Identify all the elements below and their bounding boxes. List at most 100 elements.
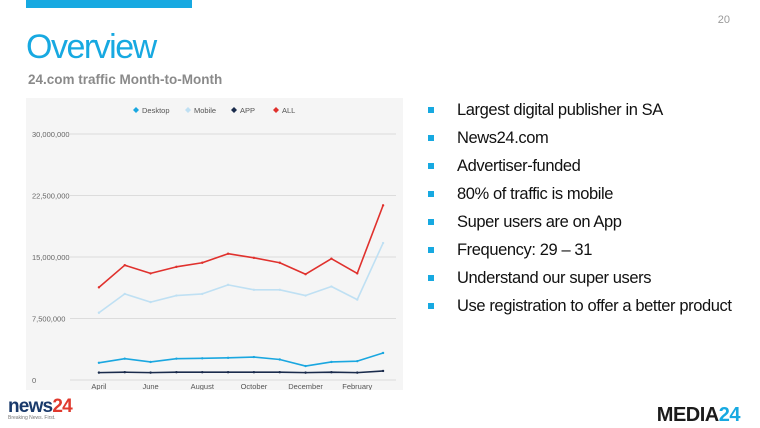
- bullet-square-icon: [428, 191, 434, 197]
- data-point: [381, 369, 385, 373]
- data-point: [278, 371, 281, 374]
- series-line-app: [98, 370, 384, 374]
- bullet-square-icon: [428, 163, 434, 169]
- bullet-item: 80% of traffic is mobile: [426, 180, 732, 208]
- data-point: [330, 371, 333, 374]
- traffic-chart: 0 7,500,000 15,000,000 22,500,000 30,000,000…: [26, 98, 403, 390]
- series-line-mobile: [98, 242, 384, 314]
- news24-tagline: Breaking News. First.: [8, 415, 56, 421]
- y-tick-label: 22,500,000: [32, 192, 70, 201]
- data-point: [123, 371, 126, 374]
- slide-title: Overview: [26, 28, 157, 66]
- bullet-item: Understand our super users: [426, 264, 732, 292]
- bullet-text: Use registration to offer a better produ…: [457, 297, 732, 315]
- top-accent-bar: [26, 0, 192, 8]
- data-point: [356, 298, 359, 301]
- x-tick-label: April: [91, 382, 106, 390]
- data-point: [381, 241, 385, 245]
- x-tick-label: June: [142, 382, 158, 390]
- data-point: [201, 371, 204, 374]
- data-point: [278, 288, 281, 291]
- media24-logo: MEDIA24: [656, 404, 741, 427]
- bullet-item: Advertiser-funded: [426, 152, 732, 180]
- news24-logo: news24 Breaking News. First.: [8, 396, 73, 421]
- x-tick-label: August: [191, 382, 215, 390]
- legend-label: APP: [240, 106, 255, 115]
- data-point: [330, 360, 333, 364]
- news24-logo-word: news24: [8, 396, 73, 417]
- data-point: [123, 264, 126, 267]
- x-tick-label: October: [241, 382, 268, 390]
- y-tick-label: 30,000,000: [32, 130, 70, 139]
- data-point: [123, 357, 126, 360]
- bullet-text: Understand our super users: [457, 269, 652, 287]
- data-point: [356, 371, 359, 374]
- bullet-square-icon: [428, 303, 434, 309]
- data-point: [381, 351, 385, 355]
- data-point: [226, 371, 230, 374]
- news24-logo-number: 24: [52, 396, 72, 417]
- x-tick-label: December: [288, 382, 323, 390]
- y-tick-label: 7,500,000: [32, 315, 65, 324]
- news24-logo-text: news: [8, 396, 53, 417]
- data-point: [304, 364, 307, 368]
- data-point: [201, 357, 204, 360]
- legend-marker: [185, 107, 191, 113]
- data-point: [149, 300, 152, 304]
- bullet-text: Frequency: 29 – 31: [457, 241, 592, 259]
- bullet-item: News24.com: [426, 124, 732, 152]
- data-point: [97, 361, 101, 364]
- data-point: [252, 256, 256, 260]
- media24-logo-number: 24: [718, 404, 741, 426]
- data-point: [252, 288, 256, 291]
- bullet-item: Largest digital publisher in SA: [426, 96, 732, 124]
- x-tick-label: February: [342, 382, 372, 390]
- data-point: [252, 371, 256, 374]
- media24-logo-text: MEDIA: [656, 404, 719, 426]
- data-point: [201, 292, 204, 296]
- y-tick-label: 0: [32, 376, 36, 385]
- y-tick-label: 15,000,000: [32, 253, 70, 262]
- data-point: [226, 252, 230, 255]
- data-point: [226, 356, 230, 360]
- page-number: 20: [717, 14, 730, 26]
- data-point: [226, 283, 230, 287]
- data-point: [278, 358, 281, 361]
- bullet-item: Use registration to offer a better produ…: [426, 292, 732, 320]
- bullet-list: Largest digital publisher in SA News24.co…: [426, 96, 732, 320]
- bullet-text: 80% of traffic is mobile: [457, 185, 614, 203]
- legend-label: ALL: [282, 106, 295, 115]
- bullet-text: Super users are on App: [457, 213, 622, 231]
- bullet-item: Frequency: 29 – 31: [426, 236, 732, 264]
- bullet-square-icon: [428, 275, 434, 281]
- data-point: [304, 273, 307, 276]
- bullet-text: Largest digital publisher in SA: [457, 101, 663, 119]
- data-point: [330, 285, 333, 288]
- bullet-square-icon: [428, 135, 434, 141]
- data-point: [175, 265, 178, 269]
- data-point: [330, 257, 333, 260]
- bullet-item: Super users are on App: [426, 208, 732, 236]
- data-point: [175, 357, 178, 360]
- data-point: [304, 294, 307, 297]
- series-line-desktop: [98, 352, 384, 367]
- data-point: [278, 261, 281, 264]
- data-point: [175, 371, 178, 374]
- traffic-chart-svg: 0 7,500,000 15,000,000 22,500,000 30,000,000…: [32, 106, 396, 390]
- bullet-square-icon: [428, 247, 434, 253]
- data-point: [175, 294, 178, 297]
- data-point: [381, 204, 385, 207]
- data-point: [149, 360, 152, 364]
- data-point: [149, 371, 152, 374]
- data-point: [252, 355, 256, 359]
- data-point: [356, 272, 359, 275]
- bullet-text: News24.com: [457, 129, 549, 147]
- data-point: [97, 371, 101, 374]
- data-point: [304, 371, 307, 374]
- data-point: [123, 292, 126, 296]
- data-point: [97, 286, 101, 289]
- legend-label: Desktop: [142, 106, 170, 115]
- bullet-text: Advertiser-funded: [457, 157, 581, 175]
- chart-subtitle: 24.com traffic Month-to-Month: [28, 72, 223, 87]
- legend-marker: [273, 107, 279, 113]
